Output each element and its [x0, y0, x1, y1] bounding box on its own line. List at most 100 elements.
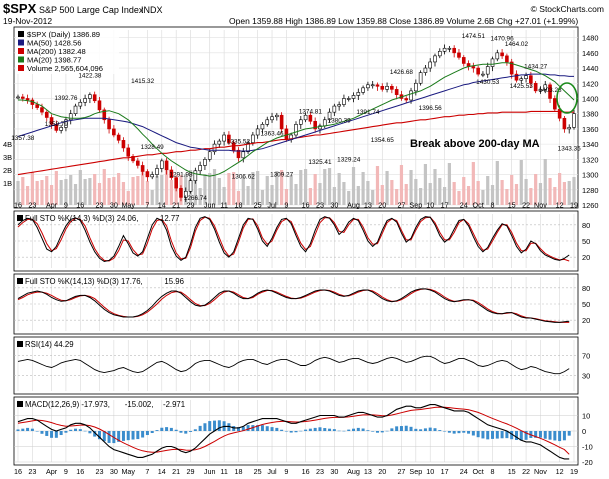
volume-bar [500, 180, 504, 205]
price-bar-body [251, 134, 255, 143]
macd-histogram-bar [457, 431, 461, 434]
price-value-label: 1464.02 [505, 41, 529, 48]
price-bar-body [298, 119, 303, 125]
volume-bar [505, 189, 509, 205]
x-tick-label: 16 [76, 201, 84, 210]
x-tick-label: 19 [570, 201, 578, 210]
macd-histogram-bar [275, 427, 279, 431]
price-bar-body [64, 119, 68, 128]
macd-histogram-bar [481, 431, 485, 439]
macd-histogram-bar [428, 427, 432, 431]
macd-histogram-bar [217, 420, 221, 431]
price-bar-body [97, 100, 102, 111]
price-value-label: 1325.41 [308, 159, 332, 166]
macd-histogram-bar [395, 426, 399, 431]
macd-histogram-bar [438, 430, 442, 431]
macd-histogram-bar [145, 431, 149, 436]
price-bar-body [279, 114, 284, 130]
rsi-line [17, 355, 570, 375]
macd-histogram-bar [179, 431, 183, 433]
volume-bar [59, 180, 63, 205]
volume-bar [572, 177, 576, 205]
macd-histogram-bar [567, 431, 571, 436]
volume-bar [78, 170, 82, 205]
y-tick-label: 1320 [582, 155, 598, 164]
macd-histogram-bar [538, 431, 542, 438]
price-bar-body [294, 124, 298, 136]
volume-bar [107, 178, 111, 205]
macd-histogram-bar [342, 430, 346, 432]
volume-bar [265, 176, 269, 205]
price-bar-body [457, 52, 461, 58]
volume-bars [16, 159, 576, 205]
x-tick-label: 23 [316, 201, 324, 210]
x-tick-label: Sep [409, 467, 422, 476]
y-tick-label: 1440 [582, 64, 598, 73]
breakout-annotation: Break above 200-day MA [410, 138, 540, 150]
price-bar-body [102, 109, 107, 121]
price-bar-body [423, 67, 428, 73]
volume-bar [93, 174, 97, 205]
price-bar-body [116, 134, 121, 141]
price-value-label: 1426.68 [390, 69, 414, 76]
volume-bar [260, 190, 265, 205]
stoch2-legend-swatch [17, 278, 23, 284]
price-bar-body [25, 98, 30, 101]
x-tick-label: 29 [187, 201, 195, 210]
price-bar-body [342, 98, 346, 105]
price-bar-body [495, 52, 500, 60]
x-tick-label: 18 [234, 467, 242, 476]
price-bar-body [49, 117, 54, 125]
price-bar-body [126, 147, 131, 157]
macd-histogram-bar [505, 431, 509, 439]
volume-bar [538, 183, 543, 205]
volume-bar [212, 169, 217, 205]
price-bar-body [222, 134, 226, 142]
volume-bar [97, 183, 102, 205]
price-bar-body [35, 104, 39, 108]
macd-histogram-bar [404, 425, 408, 431]
price-value-label: 1470.96 [491, 35, 515, 42]
macd-histogram-bar [136, 431, 140, 440]
volume-bar [332, 187, 336, 205]
volume-bar [510, 175, 514, 205]
y-tick-label: 1340 [582, 140, 598, 149]
index-name: S&P 500 Large Cap Index [39, 5, 144, 15]
volume-bar [155, 176, 159, 205]
macd-histogram-bar [184, 431, 188, 434]
volume-bar [284, 189, 289, 205]
price-value-label: 1363.46 [260, 130, 284, 137]
y-tick-label: 80 [582, 284, 590, 293]
x-tick-label: 11 [220, 467, 227, 476]
y-tick-label: 1480 [582, 34, 598, 43]
price-value-label: 1358.79 [45, 121, 69, 128]
volume-bar [193, 179, 197, 205]
price-bar-body [255, 128, 260, 136]
macd-histogram-bar [208, 421, 212, 431]
macd-histogram-bar [121, 431, 125, 441]
volume-bar [452, 182, 456, 205]
macd-legend-label: -2.971 [163, 400, 185, 409]
price-bar-body [44, 111, 49, 118]
x-tick-label: 30 [110, 201, 118, 210]
y-tick-label: 50 [582, 237, 590, 246]
price-bar-body [481, 73, 485, 76]
volume-bar [25, 186, 30, 205]
volume-bar [141, 172, 145, 205]
volume-bar [351, 167, 356, 205]
x-tick-label: 20 [378, 467, 386, 476]
axis-labels: 16162323AprApr99161623233030MayMay771414… [3, 34, 598, 476]
volume-bar [390, 180, 394, 205]
price-bar-body [107, 119, 111, 130]
macd-histogram-bar [543, 431, 547, 439]
price-bar-body [73, 105, 78, 114]
price-bar-body [370, 84, 375, 87]
price-value-label: 1396.56 [419, 105, 443, 112]
price-bar-body [183, 191, 188, 198]
volume-bar [366, 181, 370, 205]
price-bar-body [179, 187, 183, 198]
macd-histogram-bar [107, 431, 111, 443]
volume-bar [514, 184, 519, 205]
macd-histogram-bar [308, 428, 312, 431]
